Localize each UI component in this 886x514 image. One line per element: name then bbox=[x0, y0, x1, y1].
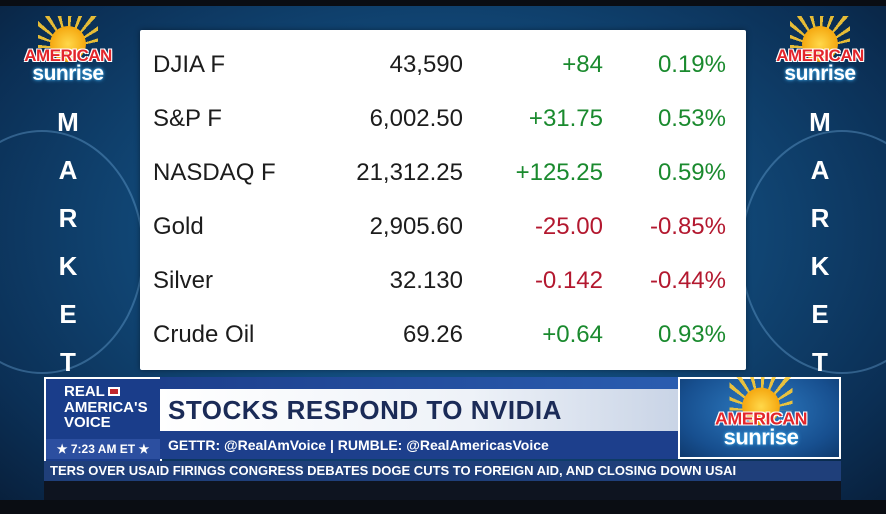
instrument-name: Gold bbox=[153, 213, 204, 240]
american-sunrise-logo: AMERICAN sunrise bbox=[765, 16, 875, 88]
instrument-value: 21,312.25 bbox=[356, 159, 463, 186]
vertical-market-label: M A R K E T bbox=[760, 98, 880, 386]
instrument-change: +125.25 bbox=[515, 159, 603, 186]
market-row: S&P F 6,002.50 +31.75 0.53% bbox=[140, 92, 746, 146]
instrument-name: DJIA F bbox=[153, 51, 226, 78]
instrument-name: NASDAQ F bbox=[153, 159, 276, 186]
market-letter: T bbox=[812, 347, 828, 377]
market-letter: A bbox=[58, 155, 78, 185]
market-letter: M bbox=[809, 107, 831, 137]
market-letter: R bbox=[58, 203, 78, 233]
social-handles: GETTR: @RealAmVoice | RUMBLE: @RealAmeri… bbox=[168, 437, 549, 453]
market-row: Silver 32.130 -0.142 -0.44% bbox=[140, 254, 746, 308]
letterbox-bottom bbox=[0, 500, 886, 514]
network-line1: REAL bbox=[64, 383, 105, 400]
instrument-value: 69.26 bbox=[402, 321, 463, 348]
logo-line1: AMERICAN bbox=[24, 46, 112, 65]
instrument-percent: 0.53% bbox=[657, 105, 726, 132]
market-letter: A bbox=[810, 155, 830, 185]
instrument-change: -25.00 bbox=[534, 213, 603, 240]
headline-bar: STOCKS RESPOND TO NVIDIA bbox=[160, 377, 678, 431]
instrument-value: 6,002.50 bbox=[369, 105, 463, 132]
instrument-percent: 0.19% bbox=[657, 51, 726, 78]
logo-line1: AMERICAN bbox=[776, 46, 864, 65]
network-line3: VOICE bbox=[64, 414, 111, 431]
instrument-change: +31.75 bbox=[528, 105, 603, 132]
instrument-name: S&P F bbox=[153, 105, 222, 132]
market-letter: M bbox=[57, 107, 79, 137]
logo-line2: sunrise bbox=[32, 62, 104, 85]
time-display: ★ 7:23 AM ET ★ bbox=[46, 439, 160, 459]
instrument-change: +0.64 bbox=[542, 321, 603, 348]
instrument-value: 43,590 bbox=[389, 51, 463, 78]
instrument-percent: 0.93% bbox=[657, 321, 726, 348]
market-row: Gold 2,905.60 -25.00 -0.85% bbox=[140, 200, 746, 254]
sun-icon bbox=[802, 26, 838, 62]
market-row: DJIA F 43,590 +84 0.19% bbox=[140, 38, 746, 92]
social-bar: GETTR: @RealAmVoice | RUMBLE: @RealAmeri… bbox=[160, 431, 678, 459]
instrument-percent: -0.44% bbox=[649, 267, 726, 294]
market-letter: R bbox=[810, 203, 830, 233]
american-sunrise-logo: AMERICAN sunrise bbox=[13, 16, 123, 88]
network-line2: AMERICA'S bbox=[64, 399, 148, 416]
left-brand-column: AMERICAN sunrise M A R K E T bbox=[8, 16, 128, 386]
show-brand-box: AMERICAN sunrise bbox=[678, 377, 841, 459]
instrument-change: +84 bbox=[562, 51, 603, 78]
logo-line2: sunrise bbox=[723, 425, 799, 450]
market-letter: E bbox=[811, 299, 829, 329]
logo-line2: sunrise bbox=[784, 62, 856, 85]
market-letter: K bbox=[58, 251, 78, 281]
news-ticker: TERS OVER USAID FIRINGS CONGRESS DEBATES… bbox=[44, 461, 841, 481]
vertical-market-label: M A R K E T bbox=[8, 98, 128, 386]
sun-icon bbox=[742, 387, 780, 426]
ticker-underbar bbox=[44, 481, 841, 500]
sun-icon bbox=[50, 26, 86, 62]
headline: STOCKS RESPOND TO NVIDIA bbox=[168, 395, 562, 425]
instrument-percent: 0.59% bbox=[657, 159, 726, 186]
letterbox-top bbox=[0, 0, 886, 6]
instrument-name: Crude Oil bbox=[153, 321, 255, 348]
market-letter: K bbox=[810, 251, 830, 281]
network-logo: REAL AMERICA'S VOICE ★ 7:23 AM ET ★ bbox=[44, 377, 162, 463]
instrument-change: -0.142 bbox=[534, 267, 603, 294]
lower-third: REAL AMERICA'S VOICE ★ 7:23 AM ET ★ STOC… bbox=[44, 377, 841, 463]
logo-line1: AMERICAN bbox=[714, 408, 808, 429]
market-row: NASDAQ F 21,312.25 +125.25 0.59% bbox=[140, 146, 746, 200]
instrument-value: 32.130 bbox=[389, 267, 463, 294]
ticker-text: TERS OVER USAID FIRINGS CONGRESS DEBATES… bbox=[50, 463, 737, 478]
market-letter: T bbox=[60, 347, 76, 377]
instrument-value: 2,905.60 bbox=[369, 213, 463, 240]
american-sunrise-logo: AMERICAN sunrise bbox=[703, 377, 819, 452]
flag-icon bbox=[108, 387, 120, 396]
instrument-percent: -0.85% bbox=[649, 213, 726, 240]
right-brand-column: AMERICAN sunrise M A R K E T bbox=[760, 16, 880, 386]
market-table: DJIA F 43,590 +84 0.19% S&P F 6,002.50 +… bbox=[140, 30, 746, 370]
market-row: Crude Oil 69.26 +0.64 0.93% bbox=[140, 308, 746, 362]
instrument-name: Silver bbox=[153, 267, 214, 294]
market-letter: E bbox=[59, 299, 77, 329]
